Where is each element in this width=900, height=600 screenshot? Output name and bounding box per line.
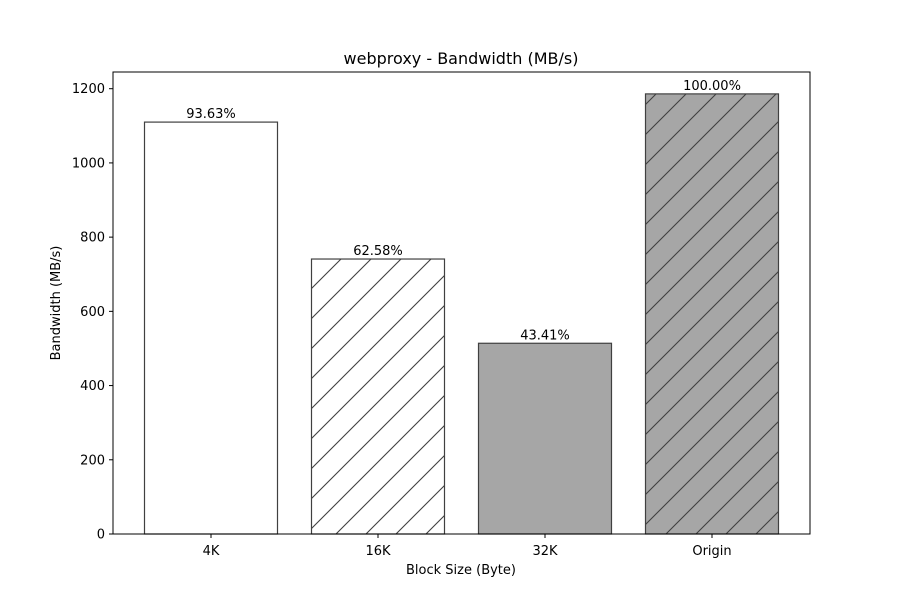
- x-tick-label: Origin: [692, 544, 731, 559]
- bars-group: 93.63% 62.58% 43.41% 100.00%: [143, 79, 780, 535]
- y-tick-label: 200: [80, 453, 105, 468]
- y-tick-label: 600: [80, 305, 105, 320]
- y-axis-title: Bandwidth (MB/s): [49, 246, 64, 361]
- bar-32k: [478, 343, 612, 534]
- y-tick-label: 0: [97, 528, 105, 543]
- bar-hatch-16k: [311, 259, 445, 534]
- data-label-16k: 62.58%: [353, 244, 403, 259]
- y-tick-label: 1000: [72, 156, 105, 171]
- chart-title: webproxy - Bandwidth (MB/s): [344, 49, 579, 68]
- x-axis: 4K 16K 32K Origin: [203, 534, 732, 559]
- y-tick-label: 1200: [72, 82, 105, 97]
- x-tick-label: 32K: [532, 544, 558, 559]
- data-label-origin: 100.00%: [683, 79, 741, 94]
- bar-hatch-origin: [645, 93, 779, 534]
- bar-4k: [144, 122, 278, 535]
- x-tick-label: 16K: [365, 544, 391, 559]
- plot-area-frame: [112, 71, 811, 535]
- y-tick-label: 800: [80, 231, 105, 246]
- x-axis-title: Block Size (Byte): [406, 563, 516, 578]
- data-label-4k: 93.63%: [186, 107, 236, 122]
- y-axis: 0 200 400 600 800 1000 1200: [72, 82, 113, 543]
- data-label-32k: 43.41%: [520, 328, 570, 343]
- y-tick-label: 400: [80, 379, 105, 394]
- x-tick-label: 4K: [203, 544, 220, 559]
